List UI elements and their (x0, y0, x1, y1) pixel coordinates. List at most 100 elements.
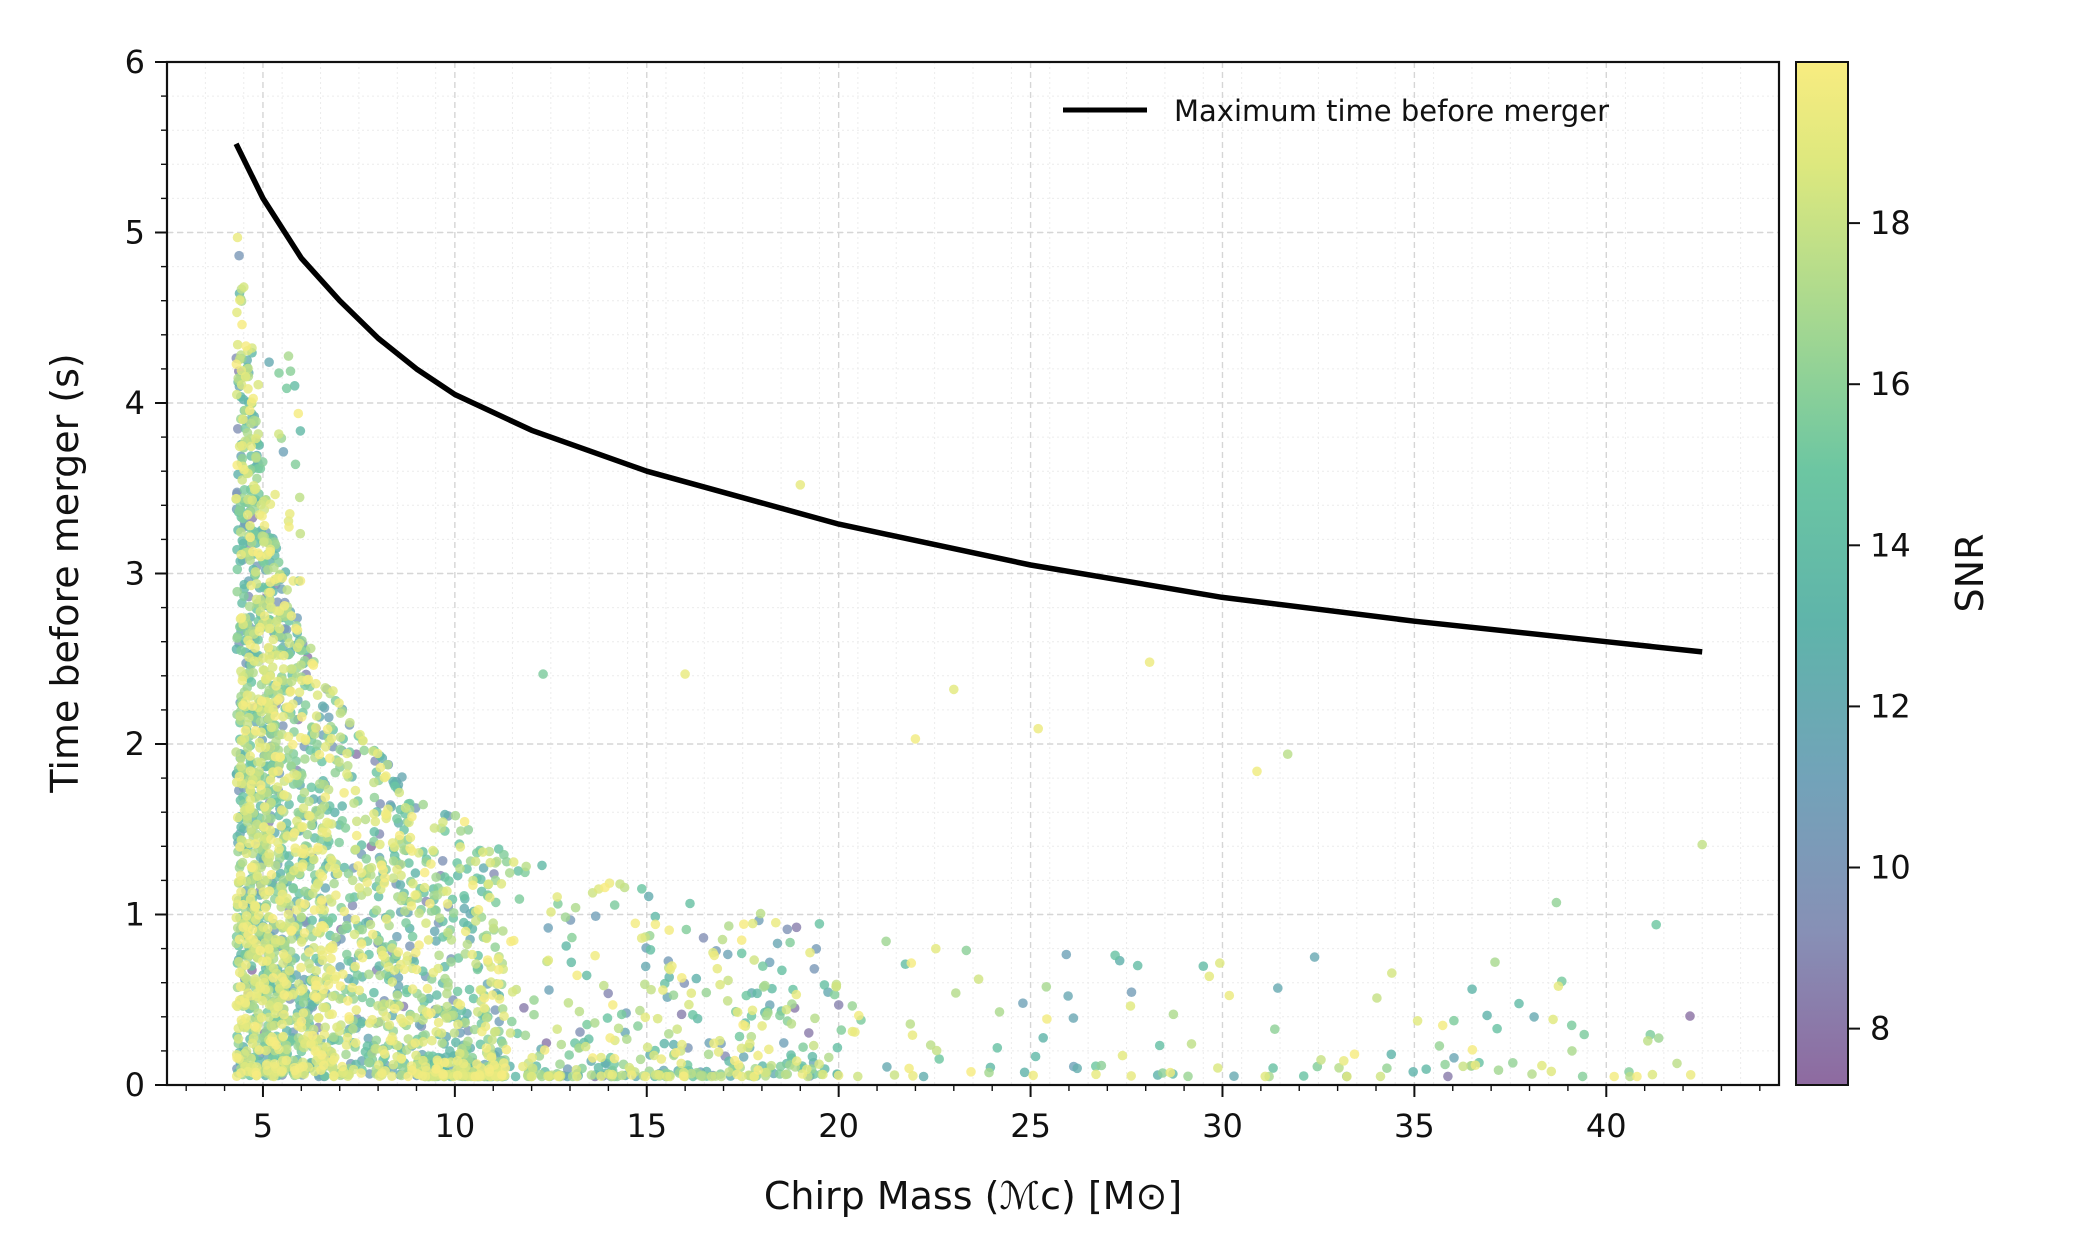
scatter-point (493, 954, 504, 964)
scatter-point (471, 916, 481, 926)
scatter-point (281, 383, 292, 394)
scatter-point (453, 1019, 463, 1030)
scatter-point (738, 1020, 748, 1030)
scatter-point (245, 639, 256, 650)
scatter-point (1282, 749, 1293, 759)
scatter-point (269, 1020, 280, 1031)
colorbar-tick-label: 8 (1870, 1010, 1890, 1048)
scatter-point (267, 913, 278, 924)
scatter-point (452, 1070, 463, 1081)
scatter-point (268, 634, 279, 645)
scatter-point (473, 904, 484, 915)
scatter-point (1273, 983, 1283, 993)
scatter-point (353, 861, 363, 871)
y-axis-label: Time before merger (s) (43, 353, 87, 793)
scatter-point (282, 585, 293, 595)
scatter-point (640, 979, 650, 990)
scatter-point (833, 1070, 844, 1081)
y-tick-label: 0 (125, 1066, 145, 1104)
scatter-point (497, 1004, 508, 1014)
scatter-point (1042, 1014, 1052, 1024)
scatter-point (1443, 1071, 1453, 1082)
scatter-point (365, 997, 376, 1008)
scatter-point (688, 1010, 698, 1020)
scatter-point (351, 830, 362, 841)
scatter-point (654, 1070, 665, 1080)
scatter-point (602, 1013, 613, 1023)
scatter-point (327, 991, 338, 1002)
scatter-point (332, 1022, 342, 1032)
scatter-point (764, 1044, 774, 1055)
scatter-point (284, 522, 294, 532)
scatter-points (231, 232, 1707, 1082)
scatter-point (418, 799, 429, 810)
scatter-point (275, 919, 286, 930)
scatter-point (320, 1002, 331, 1013)
scatter-point (357, 952, 368, 963)
scatter-point (264, 886, 275, 896)
scatter-point (240, 725, 251, 736)
scatter-point (650, 911, 661, 922)
colorbar-tick-label: 18 (1870, 204, 1911, 242)
scatter-point (1132, 960, 1143, 971)
scatter-point (467, 949, 478, 960)
scatter-point (1609, 1071, 1619, 1082)
scatter-point (290, 843, 301, 853)
scatter-point (819, 980, 830, 990)
scatter-point (1546, 1066, 1557, 1077)
scatter-point (405, 941, 415, 951)
scatter-point (348, 1064, 359, 1075)
scatter-point (330, 767, 341, 778)
scatter-point (994, 1007, 1005, 1017)
scatter-point (369, 827, 380, 837)
scatter-point (642, 1042, 653, 1053)
scatter-point (596, 1071, 606, 1081)
scatter-point (462, 939, 473, 950)
scatter-point (753, 1050, 763, 1061)
scatter-point (1334, 1063, 1344, 1073)
scatter-point (247, 1000, 258, 1011)
scatter-point (374, 1060, 384, 1070)
scatter-point (482, 955, 493, 965)
scatter-point (501, 1044, 512, 1055)
scatter-point (622, 1034, 632, 1044)
scatter-point (785, 937, 795, 948)
scatter-point (252, 871, 263, 881)
scatter-point (274, 623, 285, 634)
scatter-point (266, 869, 277, 880)
scatter-point (244, 712, 254, 723)
scatter-point (285, 366, 296, 377)
scatter-point (433, 1017, 444, 1028)
scatter-point (311, 711, 322, 721)
scatter-point (270, 489, 280, 500)
scatter-point (431, 1064, 441, 1074)
scatter-point (239, 464, 249, 475)
scatter-point (462, 864, 472, 874)
scatter-point (603, 988, 613, 999)
scatter-point (387, 1071, 397, 1081)
scatter-point (738, 1052, 749, 1062)
scatter-point (287, 664, 297, 674)
scatter-point (245, 520, 255, 531)
scatter-point (1467, 1045, 1478, 1055)
scatter-point (668, 990, 679, 1000)
scatter-point (747, 1005, 758, 1016)
scatter-point (256, 1012, 267, 1023)
scatter-point (320, 742, 331, 752)
scatter-point (246, 862, 257, 873)
scatter-point (685, 898, 695, 909)
scatter-point (264, 849, 274, 859)
scatter-point (1144, 657, 1155, 667)
scatter-point (405, 832, 416, 843)
scatter-point (311, 966, 322, 976)
scatter-point (236, 822, 246, 833)
scatter-point (421, 918, 431, 928)
scatter-point (235, 711, 245, 721)
scatter-point (1490, 957, 1500, 967)
scatter-point (1019, 1067, 1030, 1078)
scatter-point (483, 879, 494, 889)
scatter-point (248, 546, 258, 557)
scatter-point (1126, 987, 1137, 997)
scatter-point (468, 880, 478, 890)
scatter-point (1421, 1064, 1431, 1074)
